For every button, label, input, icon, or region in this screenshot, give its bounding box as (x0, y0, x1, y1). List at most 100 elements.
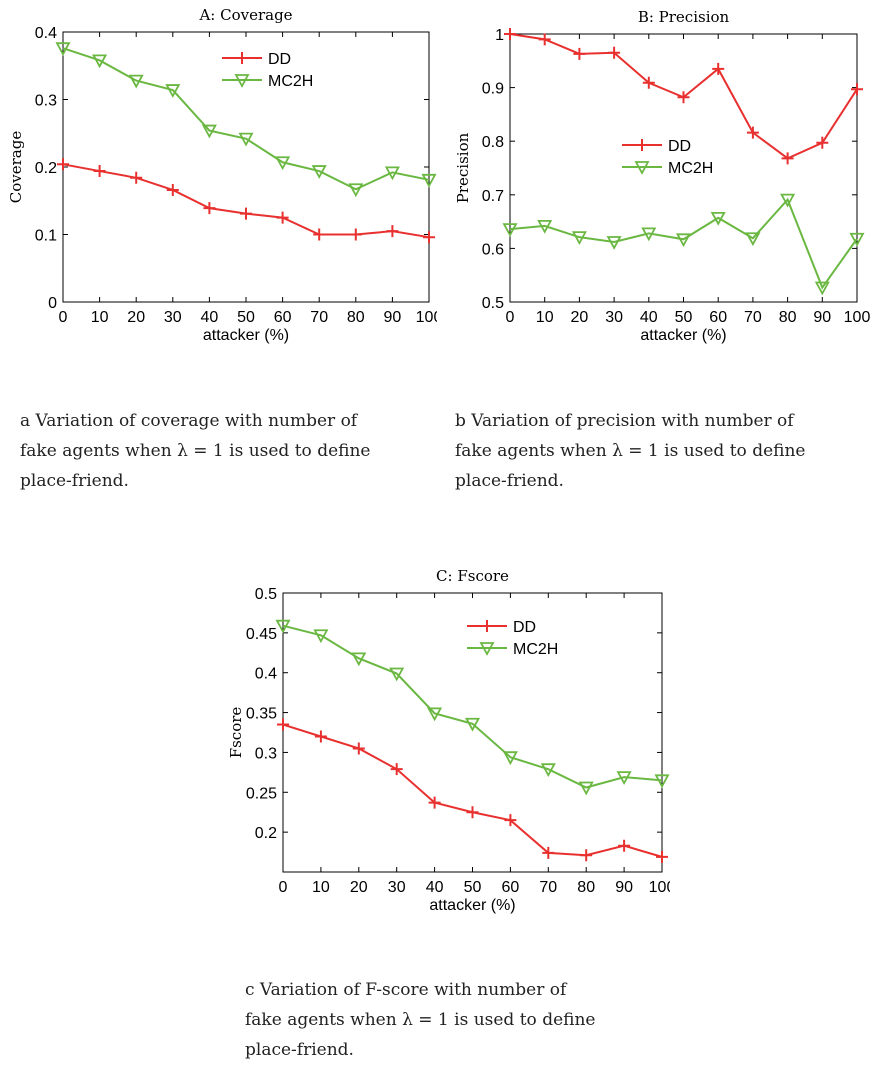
legend-marker (481, 620, 493, 632)
data-point (348, 183, 364, 198)
data-point (384, 166, 400, 181)
legend-label: DD (668, 138, 691, 155)
plot-frame (62, 31, 430, 303)
data-point (642, 76, 655, 89)
data-point (427, 707, 443, 722)
y-tick-label: 0.1 (35, 228, 57, 245)
plot-frame (282, 592, 663, 873)
data-point (540, 763, 556, 778)
chart-precision: B: Precision 0 10 20 30 40 50 60 70 80 90 100 0.5 0.6… (454, 8, 870, 344)
data-point (275, 156, 291, 171)
y-tick-label: 0.2 (35, 160, 57, 177)
data-point (656, 850, 668, 863)
y-tick-label: 0 (48, 295, 57, 312)
x-tick-label: 80 (347, 309, 365, 326)
data-point (351, 652, 367, 667)
caption-c-line: c Variation of F-score with number of (245, 980, 567, 1000)
caption-b: b Variation of precision with number of … (455, 406, 805, 496)
data-point (618, 839, 631, 852)
chart-title: C: Fscore (436, 567, 509, 585)
data-point (386, 225, 399, 238)
legend-entry: MC2H (222, 73, 313, 90)
caption-a: a Variation of coverage with number of f… (20, 406, 370, 496)
data-point (616, 771, 632, 786)
y-tick-label: 1 (495, 27, 504, 44)
legend-label: MC2H (668, 160, 713, 177)
data-point (502, 751, 518, 766)
data-point (578, 781, 594, 796)
data-point (538, 33, 551, 46)
data-point (130, 171, 143, 184)
legend-label: DD (268, 51, 291, 68)
x-tick-label: 100 (649, 879, 670, 896)
x-tick-label: 30 (605, 309, 623, 326)
caption-c: c Variation of F-score with number of fa… (245, 975, 595, 1065)
legend-entry: DD (222, 51, 291, 68)
series-dd (504, 28, 863, 165)
data-point (608, 46, 621, 59)
x-tick-label: 0 (279, 879, 288, 896)
data-point (313, 228, 326, 241)
x-tick-label: 60 (274, 309, 292, 326)
caption-b-line: fake agents when λ = 1 is used to define (455, 441, 806, 461)
y-tick-label: 0.3 (35, 93, 57, 110)
data-point (240, 207, 252, 220)
data-point (580, 849, 593, 862)
data-point (780, 193, 796, 208)
y-tick-label: 0.5 (255, 586, 277, 603)
data-point (654, 774, 670, 789)
series-line (62, 47, 430, 191)
y-tick-label: 0.8 (482, 134, 504, 151)
y-axis-label: Precision (454, 132, 472, 203)
legend-marker (479, 642, 495, 656)
legend-label: MC2H (268, 73, 313, 90)
x-tick-label: 20 (127, 309, 145, 326)
series-mc2h (275, 619, 670, 796)
y-tick-label: 0.25 (246, 785, 277, 802)
x-tick-label: 40 (640, 309, 658, 326)
data-point (55, 42, 71, 57)
data-point (128, 74, 144, 89)
chart-title: A: Coverage (198, 6, 292, 24)
x-tick-label: 90 (813, 309, 831, 326)
data-point (745, 232, 761, 247)
series-dd (277, 718, 668, 863)
data-point (57, 158, 69, 171)
x-tick-label: 50 (675, 309, 693, 326)
data-point (851, 83, 863, 96)
data-point (428, 796, 441, 809)
legend-entry: MC2H (622, 160, 713, 177)
series-mc2h (55, 42, 437, 198)
data-point (504, 28, 516, 40)
data-point (781, 152, 794, 165)
x-axis-label: attacker (%) (203, 327, 289, 344)
x-axis-label: attacker (%) (640, 327, 726, 344)
x-tick-label: 10 (91, 309, 109, 326)
data-point (675, 233, 692, 248)
y-axis-label: Coverage (7, 131, 25, 204)
data-point (816, 136, 829, 149)
x-tick-label: 80 (577, 879, 595, 896)
x-tick-label: 10 (536, 309, 554, 326)
x-tick-label: 90 (384, 309, 402, 326)
y-tick-label: 0.4 (35, 25, 57, 42)
data-point (537, 219, 553, 234)
x-tick-label: 40 (426, 879, 444, 896)
data-point (349, 228, 362, 241)
data-point (849, 232, 865, 247)
data-point (421, 173, 437, 188)
x-tick-label: 90 (615, 879, 633, 896)
data-point (201, 124, 217, 139)
y-tick-label: 0.2 (255, 825, 277, 842)
data-point (504, 814, 517, 827)
data-point (390, 763, 403, 776)
y-tick-label: 0.45 (246, 626, 277, 643)
data-point (423, 231, 435, 244)
series-line (282, 723, 663, 858)
legend-label: MC2H (513, 641, 558, 658)
caption-a-line: a Variation of coverage with number of (20, 411, 358, 431)
legend-entry: MC2H (467, 641, 558, 658)
x-tick-label: 30 (388, 879, 406, 896)
data-point (93, 165, 106, 178)
data-point (352, 742, 365, 755)
